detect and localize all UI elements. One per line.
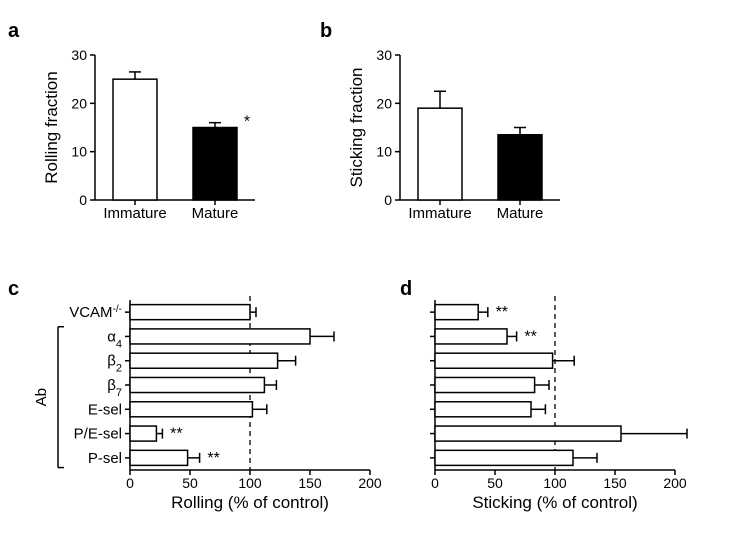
svg-text:0: 0 (126, 475, 134, 491)
svg-text:150: 150 (298, 475, 322, 491)
svg-text:**: ** (524, 328, 536, 345)
svg-text:E-sel: E-sel (88, 401, 122, 418)
panel-label-c: c (8, 278, 19, 301)
svg-text:200: 200 (358, 475, 382, 491)
svg-text:Mature: Mature (497, 205, 544, 222)
panel-label-d: d (400, 278, 412, 301)
svg-text:Rolling fraction: Rolling fraction (42, 71, 61, 183)
svg-text:50: 50 (182, 475, 198, 491)
svg-text:α4: α4 (107, 328, 122, 350)
figure-svg: 0 10 20 30 Rolling fraction Immature * Mature 0 1… (0, 0, 753, 538)
svg-text:100: 100 (238, 475, 262, 491)
svg-text:20: 20 (71, 95, 87, 111)
svg-text:**: ** (170, 426, 182, 443)
svg-text:β2: β2 (107, 353, 122, 375)
svg-text:10: 10 (71, 144, 87, 160)
svg-text:Sticking (% of control): Sticking (% of control) (472, 493, 637, 512)
svg-text:150: 150 (603, 475, 627, 491)
panel-label-b: b (320, 20, 332, 43)
svg-text:β7: β7 (107, 377, 122, 399)
svg-text:VCAM-/-: VCAM-/- (69, 304, 122, 322)
svg-text:Mature: Mature (192, 205, 239, 222)
svg-text:0: 0 (79, 192, 87, 208)
svg-text:Ab: Ab (33, 388, 50, 406)
svg-text:Immature: Immature (103, 205, 166, 222)
panel-label-a: a (8, 20, 19, 43)
svg-text:10: 10 (376, 144, 392, 160)
svg-text:P-sel: P-sel (88, 450, 122, 467)
svg-text:0: 0 (431, 475, 439, 491)
svg-text:P/E-sel: P/E-sel (74, 426, 122, 443)
svg-text:*: * (244, 114, 250, 131)
svg-text:200: 200 (663, 475, 687, 491)
svg-text:Rolling (% of control): Rolling (% of control) (171, 493, 329, 512)
svg-text:30: 30 (376, 47, 392, 63)
svg-text:0: 0 (384, 192, 392, 208)
svg-text:50: 50 (487, 475, 503, 491)
svg-text:100: 100 (543, 475, 567, 491)
svg-text:20: 20 (376, 95, 392, 111)
svg-text:**: ** (496, 304, 508, 321)
svg-text:30: 30 (71, 47, 87, 63)
svg-text:Sticking fraction: Sticking fraction (347, 68, 366, 188)
svg-text:**: ** (207, 450, 219, 467)
svg-text:Immature: Immature (408, 205, 471, 222)
